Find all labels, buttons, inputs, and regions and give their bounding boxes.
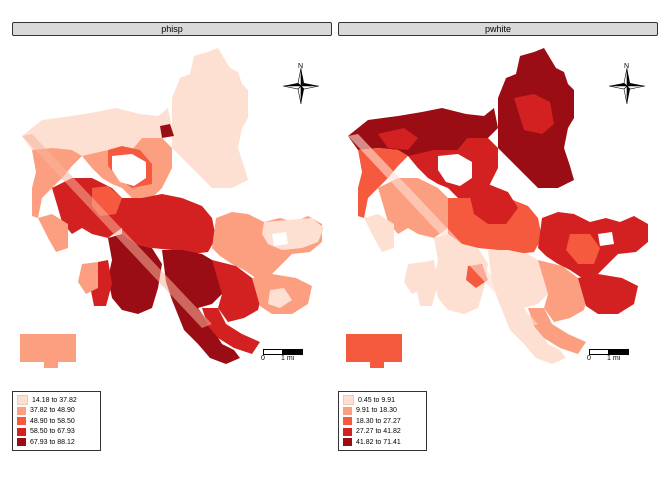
scale-label-end: 1 mi [281,355,295,362]
tract-dark-north [160,124,174,138]
legend-entry: 0.45 to 9.91 [343,395,422,406]
legend-swatch [343,438,352,447]
legend-entry: 48.90 to 58.50 [17,416,96,427]
tract-mid-orange-w [38,214,68,252]
tract-mid-orange-w [364,214,394,252]
tract-outlier-tail [44,362,58,368]
legend-entry: 58.50 to 67.93 [17,427,96,438]
tract-band-west [358,148,408,218]
legend-entry: 27.27 to 41.82 [343,427,422,438]
panel-title-strip: pwhite [338,22,658,36]
tract-north-west [22,108,172,156]
tract-south-stem [498,300,566,364]
tract-south-red [538,260,588,322]
north-label: N [298,63,303,70]
tract-sw-medium [404,262,424,294]
choropleth-map-pwhite: N [346,48,648,368]
tract-center-hole [438,154,472,186]
legend-swatch [17,438,26,447]
tract-mid-center [122,194,216,254]
legend-swatch [17,406,26,415]
tract-center-hole [112,154,146,186]
north-label: N [624,63,629,70]
legend-swatch [17,427,26,436]
tract-east-hole [598,232,614,246]
tract-south-core-e [162,250,222,310]
legend-entry: 41.82 to 71.41 [343,437,422,448]
north-arrow-compass-icon [608,67,646,105]
scale-bar: 0 1 mi [261,349,313,365]
legend-entry: 67.93 to 88.12 [17,437,96,448]
tract-south-tail [202,308,260,354]
legend-phisp: 14.18 to 37.82 37.82 to 48.90 48.90 to 5… [12,391,101,451]
tract-mid-red-c [468,184,518,224]
tract-north-east-red [514,94,554,134]
legend-entry: 18.30 to 27.27 [343,416,422,427]
scale-bar: 0 1 mi [587,349,639,365]
legend-entry: 14.18 to 37.82 [17,395,96,406]
tract-outlier-tail [370,362,384,368]
tract-south-orange-e [578,274,638,314]
legend-pwhite: 0.45 to 9.91 9.91 to 18.30 18.30 to 27.2… [338,391,427,451]
tract-south-stem [172,300,240,364]
map-panel-phisp: phisp [12,22,332,478]
legend-swatch [343,406,352,415]
map-panel-pwhite: pwhite [338,22,658,478]
tract-south-core-w [108,234,162,314]
tract-outlier-sw [20,334,76,368]
tract-east-orange [566,234,600,264]
tract-east-hole [272,232,288,246]
tract-north-east [172,48,248,188]
legend-swatch [343,395,354,406]
corridor-diagonal [348,134,538,328]
tract-south-core-e [488,250,548,310]
tract-south-core-w [434,234,488,314]
tract-south-light [268,288,292,308]
legend-swatch [343,417,352,426]
north-arrow-compass-icon [282,67,320,105]
tract-south-tail [528,308,586,354]
tract-band-west [32,148,82,218]
scale-label-start: 0 [261,355,265,362]
legend-entry: 9.91 to 18.30 [343,406,422,417]
legend-swatch [17,417,26,426]
tract-nw-red [378,128,418,150]
choropleth-map-phisp: N [20,48,324,368]
tract-south-red [212,260,262,322]
tract-outlier-sw [346,334,402,368]
tract-sw-medium [78,262,98,294]
scale-label-start: 0 [587,355,591,362]
legend-entry: 37.82 to 48.90 [17,406,96,417]
legend-swatch [343,427,352,436]
corridor-diagonal [22,134,212,328]
panel-title-strip: phisp [12,22,332,36]
legend-swatch [17,395,28,406]
scale-label-end: 1 mi [607,355,621,362]
